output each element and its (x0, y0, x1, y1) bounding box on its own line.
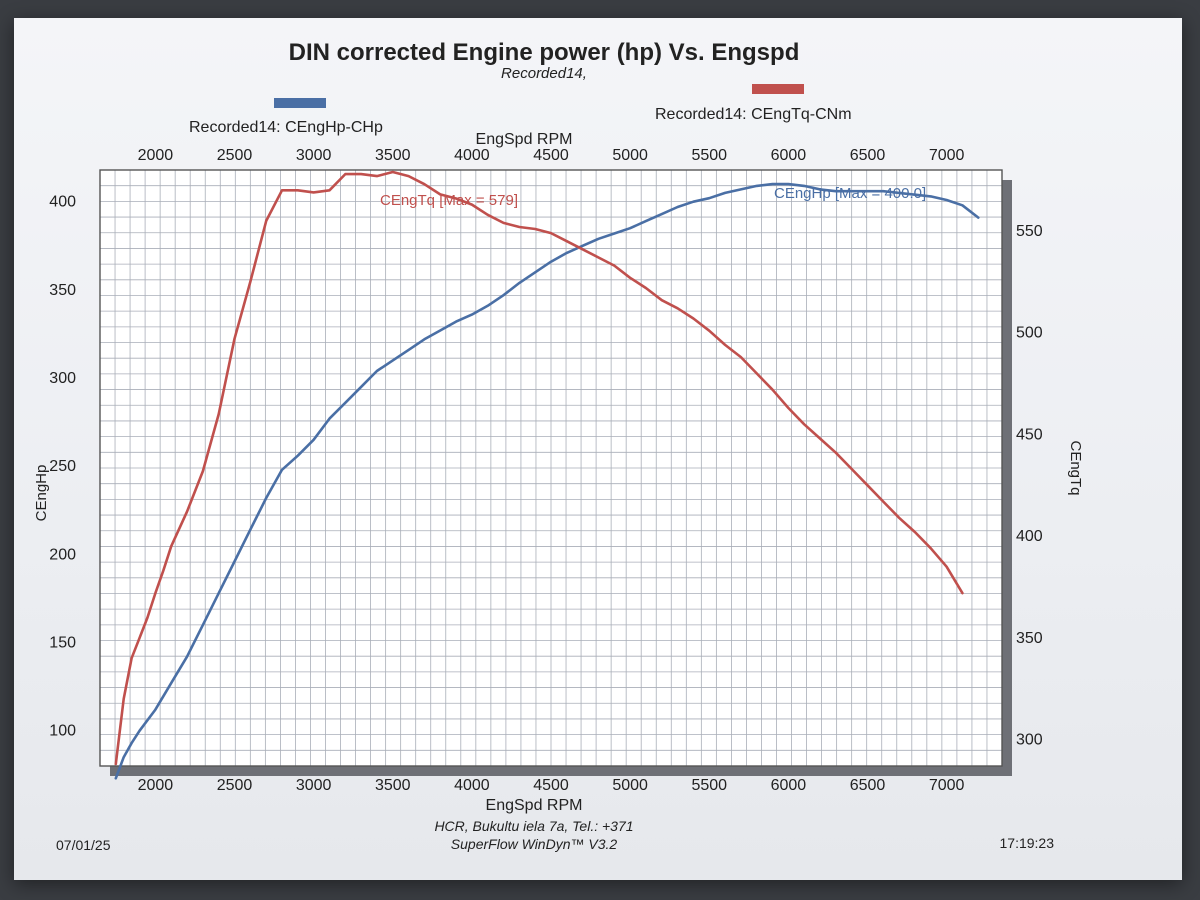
x-tick-bottom-label: 2500 (217, 777, 253, 794)
x-tick-top-label: 4500 (533, 147, 569, 164)
x-tick-bottom-label: 3500 (375, 777, 411, 794)
footer-time: 17:19:23 (1000, 835, 1055, 851)
x-tick-bottom-label: 3000 (296, 777, 332, 794)
x-tick-top-label: 3500 (375, 147, 411, 164)
x-axis-label-bottom: EngSpd RPM (486, 797, 583, 814)
x-tick-top-label: 6500 (850, 147, 886, 164)
legend-swatch-hp (274, 98, 326, 108)
y-right-tick-label: 400 (1016, 528, 1043, 545)
series-line-cenghp (114, 182, 980, 780)
y-right-tick-label: 450 (1016, 426, 1043, 443)
x-axis-label-top: EngSpd RPM (476, 131, 573, 148)
x-tick-top-label: 5000 (612, 147, 648, 164)
series-layer (114, 170, 980, 780)
y-axis-label-left: CEngHp (33, 465, 50, 522)
footer-date: 07/01/25 (56, 837, 111, 853)
x-tick-top-label: 4000 (454, 147, 490, 164)
x-tick-bottom-label: 6500 (850, 777, 886, 794)
legend-swatch-tq (752, 84, 804, 94)
x-tick-bottom-label: 5500 (691, 777, 727, 794)
axis-ticks: 2000 2500 3000 3500 4000 4500 5000 5500 6000 6500… (49, 147, 1043, 794)
footer-software: SuperFlow WinDyn™ V3.2 (451, 836, 618, 852)
y-right-tick-label: 500 (1016, 325, 1043, 342)
hp-max-annotation: CEngHp [Max = 400.0] (774, 185, 926, 202)
x-tick-top-label: 2500 (217, 147, 253, 164)
x-tick-top-label: 3000 (296, 147, 332, 164)
x-tick-bottom-label: 5000 (612, 777, 648, 794)
footer-address: HCR, Bukultu iela 7a, Tel.: +371 (434, 818, 633, 834)
y-left-tick-label: 250 (49, 458, 76, 475)
plot-frame (99, 169, 1003, 767)
y-left-tick-label: 300 (49, 370, 76, 387)
x-tick-bottom-label: 4500 (533, 777, 569, 794)
tq-max-annotation: CEngTq [Max = 579] (380, 192, 518, 209)
x-tick-bottom-label: 7000 (929, 777, 965, 794)
y-axis-label-right: CEngTq (1067, 440, 1084, 495)
chart-title: DIN corrected Engine power (hp) Vs. Engs… (289, 39, 800, 66)
dyno-chart: DIN corrected Engine power (hp) Vs. Engs… (33, 39, 1084, 853)
chart-grid (100, 170, 1012, 776)
legend-label-hp: Recorded14: CEngHp-CHp (189, 119, 383, 136)
x-tick-top-label: 5500 (691, 147, 727, 164)
y-right-tick-label: 300 (1016, 732, 1043, 749)
y-right-tick-label: 350 (1016, 630, 1043, 647)
y-left-tick-label: 400 (49, 194, 76, 211)
dyno-printout-sheet: DIN corrected Engine power (hp) Vs. Engs… (14, 18, 1182, 880)
y-left-tick-label: 350 (49, 282, 76, 299)
x-tick-bottom-label: 4000 (454, 777, 490, 794)
x-tick-top-label: 6000 (771, 147, 807, 164)
x-tick-bottom-label: 2000 (138, 777, 174, 794)
y-left-tick-label: 100 (49, 723, 76, 740)
legend-label-tq: Recorded14: CEngTq-CNm (655, 106, 852, 123)
y-right-tick-label: 550 (1016, 223, 1043, 240)
chart-subtitle: Recorded14, (501, 65, 587, 82)
y-left-tick-label: 150 (49, 635, 76, 652)
series-line-cengtq (114, 170, 964, 766)
x-tick-top-label: 2000 (138, 147, 174, 164)
x-tick-top-label: 7000 (929, 147, 965, 164)
x-tick-bottom-label: 6000 (771, 777, 807, 794)
y-left-tick-label: 200 (49, 546, 76, 563)
